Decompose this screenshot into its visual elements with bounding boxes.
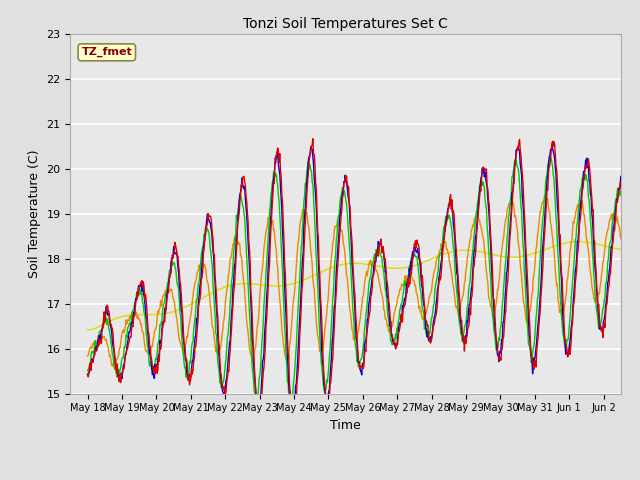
X-axis label: Time: Time [330, 419, 361, 432]
Legend: -2cm, -4cm, -8cm, -16cm, -32cm: -2cm, -4cm, -8cm, -16cm, -32cm [164, 479, 527, 480]
Y-axis label: Soil Temperature (C): Soil Temperature (C) [28, 149, 41, 278]
Title: Tonzi Soil Temperatures Set C: Tonzi Soil Temperatures Set C [243, 17, 448, 31]
Text: TZ_fmet: TZ_fmet [81, 47, 132, 58]
